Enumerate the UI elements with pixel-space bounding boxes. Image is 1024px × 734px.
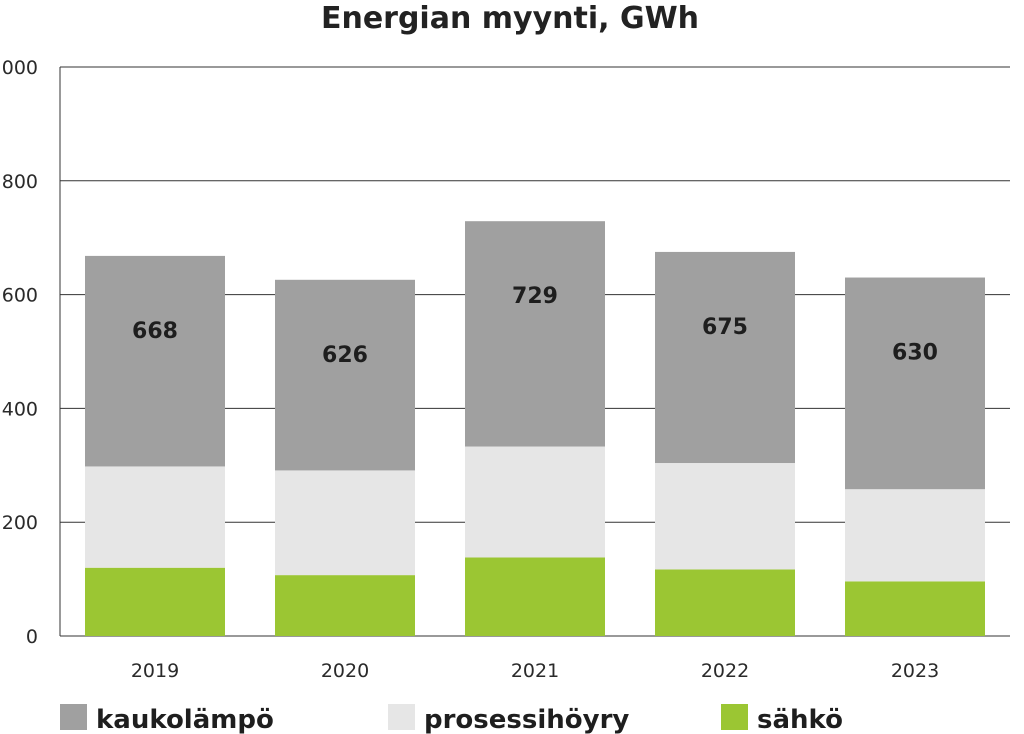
x-tick-label: 2020 [321,660,369,682]
bar-segment [275,575,415,636]
bar-segment [845,489,985,582]
legend-swatch [721,704,748,730]
legend-swatch [60,704,87,730]
x-tick-label: 2019 [131,660,179,682]
bar-segment [465,557,605,636]
bar-segment [655,251,795,464]
chart-title: Energian myynti, GWh [321,1,699,36]
bar-total-label: 729 [512,284,558,309]
bars-layer [85,221,985,636]
bar-segment [845,277,985,490]
bar-total-label: 675 [702,315,748,340]
legend-label: prosessihöyry [424,705,629,734]
bar-total-label: 630 [892,341,938,366]
legend-label: kaukolämpö [96,705,274,734]
legend-label: sähkö [757,705,843,734]
bar-segment [275,470,415,576]
labels-layer: 0 200 400 600 800 1000 668 2019 626 2020 729 2021 67… [0,57,939,682]
bar-segment [85,567,225,636]
y-tick-label: 600 [2,285,38,307]
legend: kaukolämpö prosessihöyry sähkö [60,704,843,734]
y-tick-label: 1000 [0,57,38,79]
bar-total-label: 626 [322,343,368,368]
bar-segment [465,221,605,447]
bar-segment [655,463,795,570]
bar-segment [85,466,225,568]
bar-segment [465,446,605,558]
bar-total-label: 668 [132,319,178,344]
bar-segment [275,279,415,471]
x-tick-label: 2021 [511,660,559,682]
bar-segment [845,581,985,636]
y-tick-label: 800 [2,171,38,193]
y-tick-label: 200 [2,512,38,534]
legend-swatch [388,704,415,730]
x-tick-label: 2023 [891,660,939,682]
y-tick-label: 0 [26,626,38,648]
bar-segment [85,255,225,467]
bar-segment [655,569,795,636]
x-tick-label: 2022 [701,660,749,682]
y-tick-label: 400 [2,398,38,420]
